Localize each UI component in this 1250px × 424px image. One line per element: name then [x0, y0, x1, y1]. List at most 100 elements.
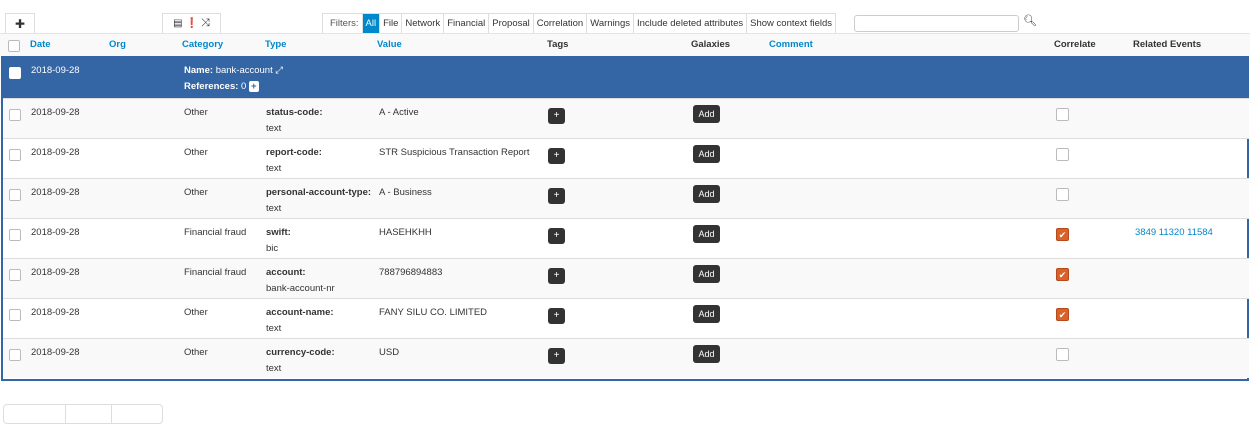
row-type: personal-account-type: text — [266, 187, 372, 214]
filter-proposal[interactable]: Proposal — [488, 14, 533, 33]
row-value: 788796894883 — [379, 267, 443, 278]
col-category[interactable]: Category — [182, 39, 224, 50]
correlate-checkbox[interactable] — [1056, 108, 1069, 121]
object-group: 2018-09-28 Name: bank-account ⤢ Referenc… — [1, 56, 1249, 381]
add-galaxy-button[interactable]: Add — [693, 265, 720, 283]
row-checkbox[interactable] — [9, 309, 21, 321]
add-galaxy-button[interactable]: Add — [693, 225, 720, 243]
expand-icon[interactable]: ⤢ — [275, 65, 283, 76]
row-checkbox[interactable] — [9, 229, 21, 241]
add-tag-button[interactable]: + — [548, 108, 565, 124]
row-date: 2018-09-28 — [31, 227, 80, 238]
attribute-row: 2018-09-28 Financial fraud swift: bic HAS… — [3, 218, 1249, 258]
attribute-row: 2018-09-28 Other report-code: text STR Su… — [3, 138, 1249, 178]
table-header: Date Org Category Type Value Tags Galaxi… — [0, 33, 1250, 56]
add-tag-button[interactable]: + — [548, 228, 565, 244]
row-value: USD — [379, 347, 400, 358]
filters-label: Filters: — [330, 18, 359, 29]
add-galaxy-button[interactable]: Add — [693, 345, 720, 363]
filter-financial[interactable]: Financial — [443, 14, 488, 33]
row-date: 2018-09-28 — [31, 267, 80, 278]
row-value: FANY SILU CO. LIMITED — [379, 307, 488, 318]
view-toggles[interactable]: ▤ ❗ ⤨ — [162, 13, 221, 33]
col-comment[interactable]: Comment — [769, 39, 813, 50]
correlate-checkbox[interactable] — [1056, 348, 1069, 361]
row-checkbox[interactable] — [9, 149, 21, 161]
row-checkbox[interactable] — [9, 189, 21, 201]
add-tag-button[interactable]: + — [548, 148, 565, 164]
add-attribute-button[interactable]: ✚ — [5, 13, 35, 33]
row-date: 2018-09-28 — [31, 307, 80, 318]
row-category: Financial fraud — [184, 267, 247, 278]
filter-include-deleted-attributes[interactable]: Include deleted attributes — [633, 14, 746, 33]
row-type: status-code: text — [266, 107, 323, 134]
col-org[interactable]: Org — [109, 39, 126, 50]
correlate-checkbox[interactable] — [1056, 148, 1069, 161]
filter-network[interactable]: Network — [401, 14, 443, 33]
attribute-row: 2018-09-28 Other personal-account-type: t… — [3, 178, 1249, 218]
row-category: Other — [184, 187, 208, 198]
filter-file[interactable]: File — [379, 14, 401, 33]
object-references: References: 0 + — [184, 81, 259, 92]
col-galaxies: Galaxies — [691, 39, 731, 50]
exclamation-icon[interactable]: ❗ — [185, 18, 199, 29]
object-checkbox[interactable] — [9, 67, 21, 79]
row-type: account: bank-account-nr — [266, 267, 335, 294]
col-value[interactable]: Value — [377, 39, 402, 50]
add-galaxy-button[interactable]: Add — [693, 185, 720, 203]
search-icon[interactable]: 🔍︎ — [1023, 15, 1037, 27]
col-tags: Tags — [547, 39, 569, 50]
filter-bar: Filters: All File Network Financial Proposal… — [322, 13, 837, 33]
shuffle-icon[interactable]: ⤨ — [201, 17, 210, 29]
correlate-checkbox[interactable]: ✔ — [1056, 268, 1069, 281]
row-date: 2018-09-28 — [31, 107, 80, 118]
row-type: currency-code: text — [266, 347, 335, 374]
col-date[interactable]: Date — [30, 39, 51, 50]
add-galaxy-button[interactable]: Add — [693, 105, 720, 123]
correlate-checkbox[interactable]: ✔ — [1056, 228, 1069, 241]
add-reference-icon[interactable]: + — [248, 81, 259, 92]
plus-icon: ✚ — [14, 16, 26, 31]
col-correlate: Correlate — [1054, 39, 1096, 50]
related-events[interactable]: 3849 11320 11584 — [1135, 227, 1213, 238]
filter-warnings[interactable]: Warnings — [586, 14, 633, 33]
add-tag-button[interactable]: + — [548, 188, 565, 204]
add-galaxy-button[interactable]: Add — [693, 305, 720, 323]
row-value: HASEHKHH — [379, 227, 432, 238]
row-value: STR Suspicious Transaction Report — [379, 147, 530, 158]
filter-correlation[interactable]: Correlation — [532, 14, 586, 33]
select-all-checkbox[interactable] — [8, 40, 20, 52]
list-icon[interactable]: ▤ — [173, 18, 183, 29]
add-galaxy-button[interactable]: Add — [693, 145, 720, 163]
object-name: Name: bank-account ⤢ — [184, 65, 283, 76]
row-category: Other — [184, 307, 208, 318]
row-checkbox[interactable] — [9, 349, 21, 361]
correlate-checkbox[interactable]: ✔ — [1056, 308, 1069, 321]
row-category: Financial fraud — [184, 227, 247, 238]
col-related-events: Related Events — [1133, 39, 1202, 50]
add-tag-button[interactable]: + — [548, 348, 565, 364]
row-category: Other — [184, 347, 208, 358]
row-value: A - Business — [379, 187, 432, 198]
filter-show-context-fields[interactable]: Show context fields — [746, 14, 835, 33]
row-category: Other — [184, 107, 208, 118]
attribute-row: 2018-09-28 Financial fraud account: bank-… — [3, 258, 1249, 298]
col-type[interactable]: Type — [265, 39, 287, 50]
row-category: Other — [184, 147, 208, 158]
search-input[interactable] — [854, 15, 1019, 32]
pagination[interactable] — [3, 404, 163, 424]
row-checkbox[interactable] — [9, 109, 21, 121]
add-tag-button[interactable]: + — [548, 268, 565, 284]
add-tag-button[interactable]: + — [548, 308, 565, 324]
filter-all[interactable]: All — [361, 14, 380, 33]
row-checkbox[interactable] — [9, 269, 21, 281]
attribute-row: 2018-09-28 Other currency-code: text USD … — [3, 338, 1249, 378]
row-date: 2018-09-28 — [31, 347, 80, 358]
row-type: account-name: text — [266, 307, 334, 334]
row-type: report-code: text — [266, 147, 322, 174]
row-date: 2018-09-28 — [31, 147, 80, 158]
correlate-checkbox[interactable] — [1056, 188, 1069, 201]
row-value: A - Active — [379, 107, 419, 118]
attribute-row: 2018-09-28 Other status-code: text A - Ac… — [3, 98, 1249, 138]
attribute-row: 2018-09-28 Other account-name: text FANY … — [3, 298, 1249, 338]
